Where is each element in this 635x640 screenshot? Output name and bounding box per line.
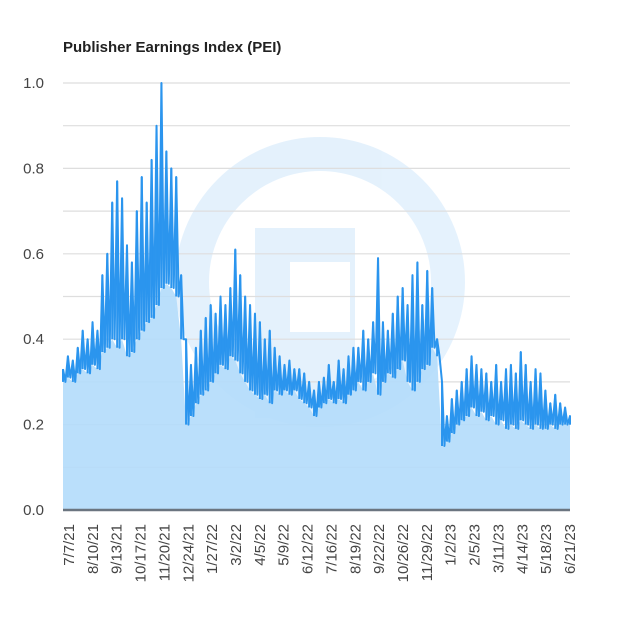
y-tick-label: 0.0 — [23, 502, 44, 519]
x-tick-label: 1/2/23 — [443, 524, 460, 566]
x-tick-label: 2/5/23 — [467, 524, 484, 566]
series-area — [63, 283, 570, 510]
x-tick-label: 7/16/22 — [323, 524, 340, 574]
chart-title: Publisher Earnings Index (PEI) — [63, 39, 281, 56]
x-tick-label: 11/20/21 — [156, 524, 173, 581]
x-tick-label: 12/24/21 — [180, 524, 197, 582]
x-axis-ticks: 7/7/21 8/10/21 9/13/21 10/17/21 11/20/21 12/2… — [61, 524, 579, 582]
y-tick-label: 1.0 — [23, 75, 44, 92]
y-tick-label: 0.4 — [23, 331, 44, 348]
x-tick-label: 6/21/23 — [562, 524, 579, 574]
x-tick-label: 10/17/21 — [133, 524, 150, 582]
series-line — [62, 82, 571, 447]
x-tick-label: 8/10/21 — [85, 524, 102, 574]
x-tick-label: 9/22/22 — [371, 524, 388, 574]
x-tick-label: 1/27/22 — [204, 524, 221, 574]
y-tick-label: 0.8 — [23, 160, 44, 177]
x-tick-label: 7/7/21 — [61, 524, 78, 566]
y-tick-label: 0.2 — [23, 417, 44, 434]
x-tick-label: 10/26/22 — [395, 524, 412, 582]
x-tick-label: 5/9/22 — [276, 524, 293, 566]
x-tick-label: 11/29/22 — [419, 524, 436, 581]
x-tick-label: 4/5/22 — [252, 524, 269, 566]
y-axis-ticks: 0.0 0.2 0.4 0.6 0.8 1.0 — [23, 75, 44, 519]
x-tick-label: 4/14/23 — [514, 524, 531, 574]
x-tick-label: 8/19/22 — [347, 524, 364, 574]
y-tick-label: 0.6 — [23, 246, 44, 263]
data-points — [62, 83, 571, 446]
x-tick-label: 6/12/22 — [300, 524, 317, 574]
x-tick-label: 3/11/23 — [490, 524, 507, 573]
x-tick-label: 9/13/21 — [109, 524, 126, 574]
x-tick-label: 5/18/23 — [538, 524, 555, 574]
x-tick-label: 3/2/22 — [228, 524, 245, 566]
